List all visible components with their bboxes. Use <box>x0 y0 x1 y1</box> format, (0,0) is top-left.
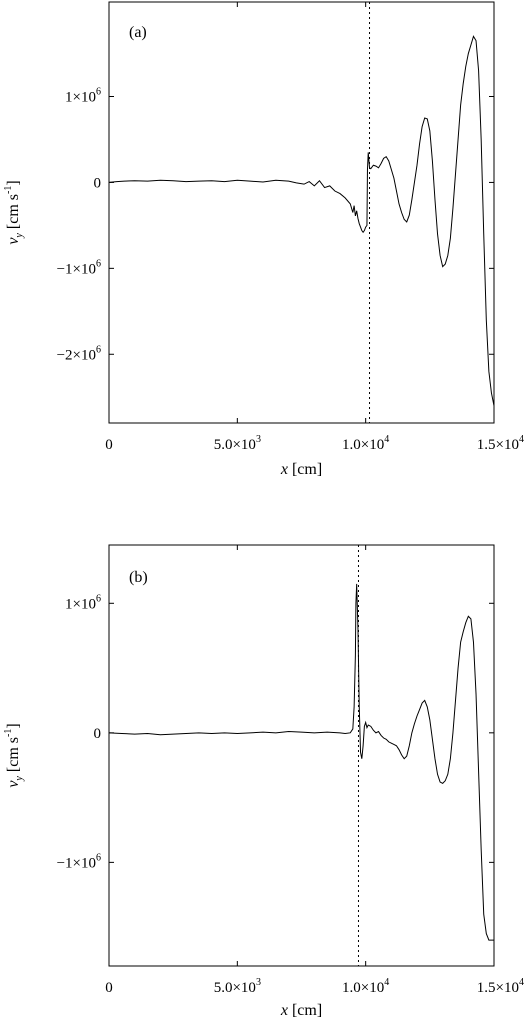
panel-label-a: (a) <box>129 24 147 41</box>
panel-label-b: (b) <box>129 569 148 586</box>
panel-a: 1×106 0 −1×106 −2×106 0 5.0×103 1.0×104 1.5×10… <box>3 1 524 478</box>
y-tick-label: −2×106 <box>57 344 101 363</box>
y-tick-label: 0 <box>94 726 102 742</box>
x-ticks-b: 0 5.0×103 1.0×104 1.5×104 <box>105 545 524 996</box>
x-tick-label: 1.0×104 <box>342 977 389 996</box>
series-line-a <box>108 35 495 406</box>
y-tick-label: −1×106 <box>57 852 101 871</box>
x-axis-label-a: x [cm] <box>280 461 322 478</box>
x-tick-label: 1.5×104 <box>477 434 524 453</box>
x-ticks-a: 0 5.0×103 1.0×104 1.5×104 <box>105 2 524 453</box>
x-tick-label: 5.0×103 <box>214 434 261 453</box>
x-axis-label-b: x [cm] <box>280 1002 322 1019</box>
series-line-b <box>108 583 494 941</box>
y-tick-label: 0 <box>94 175 102 191</box>
x-tick-label: 5.0×103 <box>214 977 261 996</box>
y-axis-label-b: vy [cm s-1] <box>3 723 25 787</box>
x-tick-label: 0 <box>105 980 113 996</box>
x-tick-label: 0 <box>105 437 113 453</box>
x-tick-label: 1.5×104 <box>477 977 524 996</box>
plot-frame-b <box>108 544 495 967</box>
x-tick-label: 1.0×104 <box>342 434 389 453</box>
y-tick-label: −1×106 <box>57 258 101 277</box>
y-ticks-a: 1×106 0 −1×106 −2×106 <box>57 87 494 363</box>
y-axis-label-a: vy [cm s-1] <box>3 180 25 244</box>
y-tick-label: 1×106 <box>65 87 101 106</box>
y-tick-label: 1×106 <box>65 593 101 612</box>
plot-frame-a <box>108 1 495 424</box>
